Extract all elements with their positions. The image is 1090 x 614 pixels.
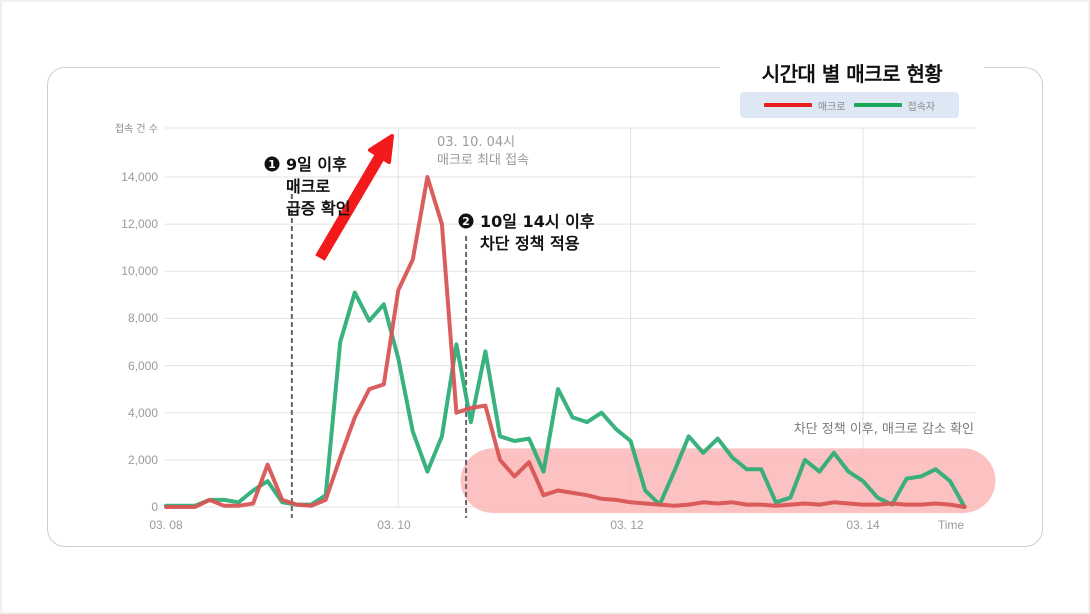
note1-line2: 매크로 bbox=[286, 177, 330, 196]
note2-line1: 10일 14시 이후 bbox=[480, 212, 595, 231]
badge-2-icon bbox=[458, 213, 474, 229]
x-axis-title: Time bbox=[938, 518, 965, 532]
y-tick: 14,000 bbox=[121, 170, 158, 184]
chart-title: 시간대 별 매크로 현황 bbox=[761, 62, 943, 86]
peak-time-label: 03. 10. 04시 bbox=[437, 135, 515, 150]
trend-arrow-icon bbox=[315, 134, 394, 261]
note2-line2: 차단 정책 적용 bbox=[480, 234, 580, 253]
y-tick: 6,000 bbox=[128, 359, 158, 373]
peak-desc-label: 매크로 최대 접속 bbox=[437, 153, 529, 168]
y-tick: 12,000 bbox=[121, 217, 158, 231]
series-lines bbox=[164, 175, 967, 509]
y-tick: 10,000 bbox=[121, 264, 158, 278]
y-axis-title: 접속 건 수 bbox=[115, 123, 158, 135]
legend-swatch-green bbox=[853, 103, 902, 107]
note1-line3: 급증 확인 bbox=[286, 199, 350, 218]
legend-item-macro: 매크로 bbox=[763, 98, 846, 113]
annotation-block-policy: 2 10일 14시 이후 차단 정책 적용 bbox=[458, 212, 595, 253]
x-tick: 03. 08 bbox=[149, 518, 183, 532]
legend-swatch-red bbox=[763, 103, 812, 107]
svg-text:2: 2 bbox=[462, 215, 470, 228]
legend-item-users: 접속자 bbox=[853, 98, 935, 113]
y-tick: 2,000 bbox=[128, 453, 158, 467]
y-tick: 4,000 bbox=[128, 406, 158, 420]
chart-header: 시간대 별 매크로 현황 매크로 접속자 bbox=[720, 56, 984, 126]
x-tick: 03. 10 bbox=[377, 518, 411, 532]
svg-text:1: 1 bbox=[268, 158, 276, 171]
annotation-peak: 03. 10. 04시 매크로 최대 접속 bbox=[437, 135, 529, 168]
y-tick: 8,000 bbox=[128, 311, 158, 325]
event-lines bbox=[290, 186, 468, 518]
annotation-macro-surge: 1 9일 이후 매크로 급증 확인 bbox=[264, 155, 350, 218]
decrease-note: 차단 정책 이후, 매크로 감소 확인 bbox=[794, 422, 974, 437]
x-tick: 03. 12 bbox=[610, 518, 644, 532]
y-tick: 0 bbox=[151, 500, 158, 514]
badge-1-icon bbox=[264, 156, 280, 172]
note1-line1: 9일 이후 bbox=[286, 155, 347, 174]
legend: 매크로 접속자 bbox=[740, 92, 959, 118]
x-tick: 03. 14 bbox=[846, 518, 880, 532]
axis-labels: 접속 건 수 14,000 12,000 10,000 8,000 6,000 … bbox=[115, 123, 965, 532]
